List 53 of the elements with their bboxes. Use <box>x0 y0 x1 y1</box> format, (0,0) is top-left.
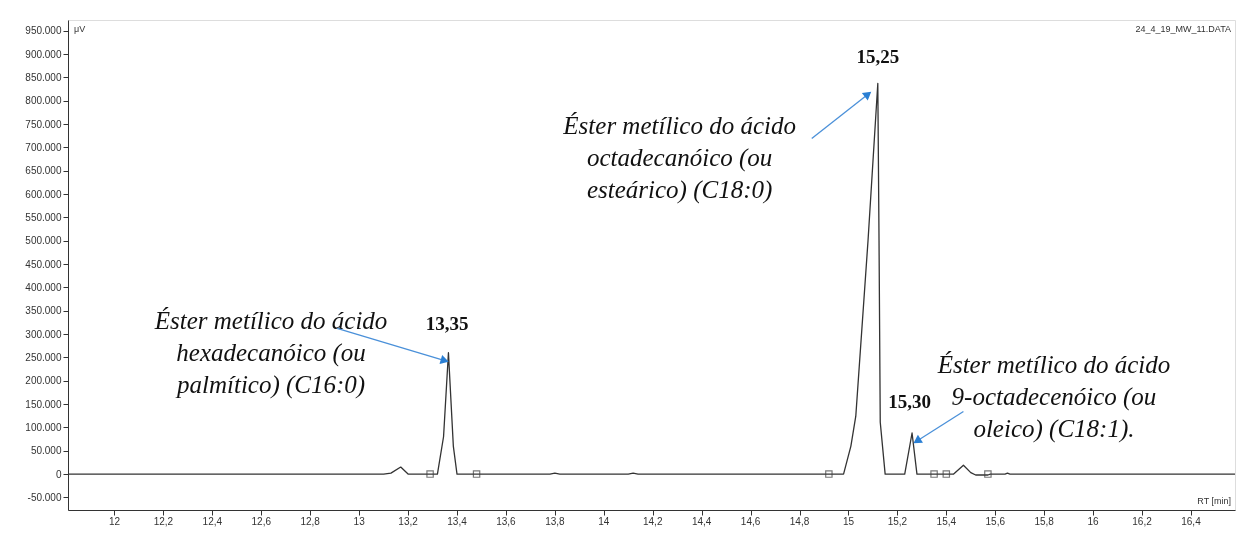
x-tick-label: 16,4 <box>1181 516 1202 527</box>
annotation: 15,25 <box>856 46 900 68</box>
annotation: 15,30 <box>888 390 931 412</box>
y-tick-label: 400.000 <box>25 281 62 293</box>
x-tick-label: 12 <box>108 516 121 527</box>
x-tick-label: 13,2 <box>398 516 419 527</box>
y-tick-label: 0 <box>55 468 62 480</box>
annotation: Éster metílico do ácido 9-octadecenóico (ou oleico) (C18:1). <box>936 351 1171 444</box>
y-tick-label: 150.000 <box>25 398 62 410</box>
y-tick-label: 650.000 <box>25 165 62 177</box>
x-tick-label: 16,2 <box>1132 516 1153 527</box>
y-tick-label: 850.000 <box>25 71 62 83</box>
x-tick-label: 14,2 <box>642 516 663 527</box>
y-tick-label: 950.000 <box>25 25 62 37</box>
annotation: 13,35 <box>425 313 469 335</box>
x-tick-label: 13,8 <box>545 516 566 527</box>
y-tick-label: 800.000 <box>25 95 62 107</box>
x-tick-label: 12,8 <box>300 516 321 527</box>
y-tick-label: 350.000 <box>25 305 62 317</box>
x-tick-label: 14,6 <box>740 516 761 527</box>
annotation: Éster metílico do ácido hexadecanóico (ou palmítico) (C16:0) <box>153 307 388 400</box>
x-tick-label: 13 <box>353 516 366 527</box>
annotation: Éster metílico do ácido octadecanóico (ou esteárico) (C18:0) <box>562 111 796 204</box>
x-tick-label: 15,6 <box>985 516 1006 527</box>
x-tick-label: 14,8 <box>789 516 810 527</box>
x-tick-label: 13,6 <box>496 516 517 527</box>
y-tick-label: 250.000 <box>25 351 62 363</box>
y-tick-label: 700.000 <box>25 141 62 153</box>
x-tick-label: 12,2 <box>153 516 174 527</box>
y-tick-label: 500.000 <box>25 235 62 247</box>
y-tick-label: 300.000 <box>25 328 62 340</box>
y-tick-label: 550.000 <box>25 211 62 223</box>
x-tick-label: 15,8 <box>1034 516 1055 527</box>
x-axis-title: RT [min] <box>1197 496 1231 506</box>
y-tick-label: -50.000 <box>27 491 62 503</box>
y-tick-label: 100.000 <box>25 421 62 433</box>
annotation: 24_4_19_MW_11.DATA <box>1135 24 1231 34</box>
y-tick-label: 200.000 <box>25 375 62 387</box>
y-axis-title: μV <box>74 24 86 34</box>
y-tick-label: 900.000 <box>25 48 62 60</box>
x-tick-label: 14 <box>598 516 610 527</box>
x-tick-label: 12,4 <box>202 516 223 527</box>
x-tick-label: 15 <box>842 516 855 527</box>
y-tick-label: 50.000 <box>30 445 62 457</box>
x-tick-label: 13,4 <box>447 516 468 527</box>
y-tick-label: 750.000 <box>25 118 62 130</box>
x-tick-label: 15,4 <box>936 516 957 527</box>
x-tick-label: 14,4 <box>691 516 712 527</box>
x-tick-label: 16 <box>1087 516 1100 527</box>
y-tick-label: 600.000 <box>25 188 62 200</box>
x-tick-label: 15,2 <box>887 516 908 527</box>
y-tick-label: 450.000 <box>25 258 62 270</box>
x-tick-label: 12,6 <box>251 516 272 527</box>
